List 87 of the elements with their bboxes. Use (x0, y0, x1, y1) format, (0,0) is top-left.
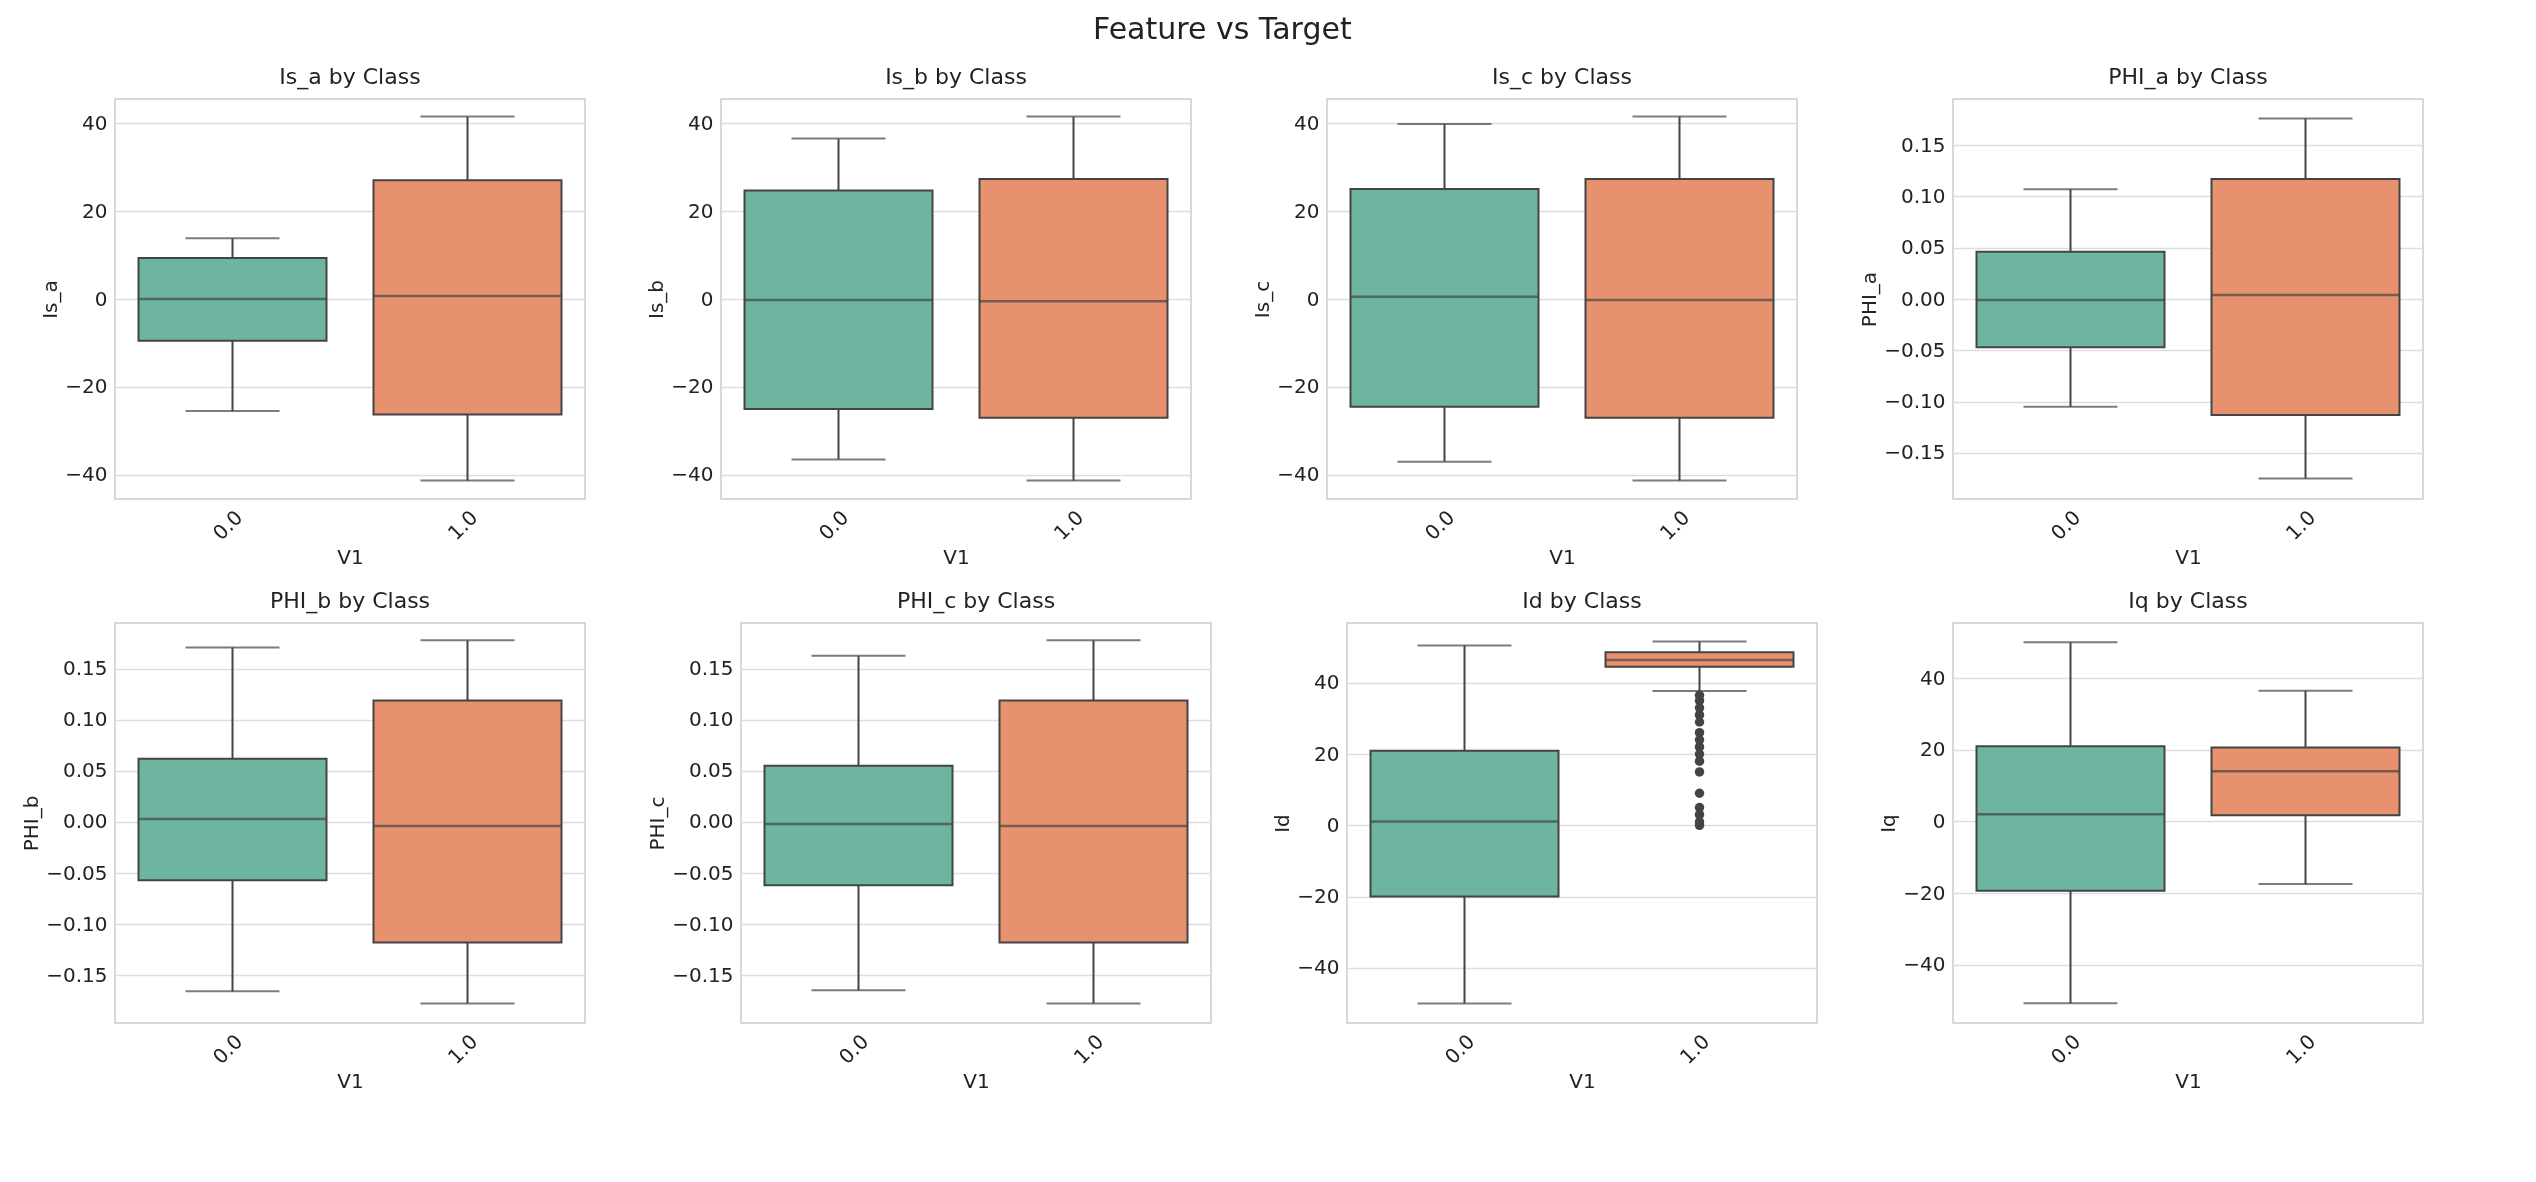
y-tick-label: −40 (65, 462, 108, 487)
y-tick-label: −40 (1277, 462, 1320, 487)
y-tick-label: 0 (1326, 812, 1340, 837)
chart-title: PHI_a by Class (2108, 64, 2268, 90)
y-tick-label: 0 (700, 286, 714, 311)
x-axis-title: V1 (1569, 1069, 1596, 1094)
y-tick-label: −0.10 (46, 911, 108, 936)
y-tick-label: 40 (688, 110, 714, 135)
x-tick-label: 1.0 (1674, 1029, 1715, 1069)
y-tick-label: 0.10 (1900, 183, 1946, 208)
y-tick-label: 40 (1294, 110, 1320, 135)
y-tick-label: 0.00 (688, 809, 734, 834)
x-axis-title: V1 (337, 545, 364, 570)
y-tick-label: −0.05 (1884, 337, 1946, 362)
x-tick-label: 1.0 (2280, 1029, 2321, 1069)
y-tick-label: 20 (1294, 198, 1320, 223)
y-tick-label: 40 (82, 110, 108, 135)
y-tick-label: 0.00 (62, 809, 108, 834)
y-axis-title: Is_c (1250, 280, 1275, 319)
chart-title: PHI_b by Class (269, 588, 431, 614)
x-tick-label: 0.0 (207, 505, 248, 545)
x-tick-label: 1.0 (2280, 505, 2321, 545)
y-tick-label: −20 (65, 374, 108, 399)
y-tick-label: 20 (1920, 737, 1946, 762)
x-axis-title: V1 (963, 1069, 990, 1094)
y-tick-label: 0.10 (62, 707, 108, 732)
y-tick-label: −20 (1903, 880, 1946, 905)
chart-title: Is_b by Class (885, 64, 1027, 90)
y-tick-label: 40 (1314, 670, 1340, 695)
x-axis-title: V1 (1549, 545, 1576, 570)
chart-title: Id by Class (1522, 588, 1642, 613)
y-tick-label: 20 (82, 198, 108, 223)
y-tick-label: −0.15 (672, 962, 734, 987)
y-axis-title: Is_b (644, 279, 669, 320)
x-tick-label: 0.0 (207, 1029, 248, 1069)
x-tick-label: 0.0 (833, 1029, 874, 1069)
y-tick-label: −40 (1297, 955, 1340, 980)
x-tick-label: 0.0 (2045, 505, 2086, 545)
chart-title: Iq by Class (2128, 588, 2248, 613)
x-tick-label: 0.0 (1439, 1029, 1480, 1069)
x-axis-title: V1 (2175, 1069, 2202, 1094)
y-tick-label: −0.05 (46, 860, 108, 885)
y-tick-label: 0.10 (688, 707, 734, 732)
y-tick-label: −0.15 (1884, 440, 1946, 465)
y-tick-label: 0.00 (1900, 286, 1946, 311)
y-tick-label: 0.15 (62, 656, 108, 681)
x-tick-label: 1.0 (1654, 505, 1695, 545)
y-tick-label: 0 (1306, 286, 1320, 311)
chart-title: Is_c by Class (1492, 64, 1632, 90)
x-axis-title: V1 (2175, 545, 2202, 570)
y-axis-title: PHI_c (645, 796, 670, 851)
x-axis-title: V1 (943, 545, 970, 570)
y-tick-label: −40 (671, 462, 714, 487)
y-tick-label: 20 (688, 198, 714, 223)
chart-title: Is_a by Class (279, 64, 421, 90)
y-tick-label: 40 (1920, 665, 1946, 690)
x-tick-label: 1.0 (442, 1029, 483, 1069)
y-tick-label: −40 (1903, 952, 1946, 977)
y-tick-label: 0.15 (688, 656, 734, 681)
y-tick-label: −0.10 (1884, 389, 1946, 414)
y-axis-title: Id (1270, 814, 1295, 833)
chart-title: PHI_c by Class (896, 588, 1056, 614)
x-tick-label: 0.0 (1419, 505, 1460, 545)
y-tick-label: 0.05 (1900, 235, 1946, 260)
x-tick-label: 1.0 (442, 505, 483, 545)
y-tick-label: 0 (1932, 808, 1946, 833)
y-tick-label: 20 (1314, 741, 1340, 766)
y-tick-label: −20 (1277, 374, 1320, 399)
y-tick-label: −20 (1297, 884, 1340, 909)
y-axis-title: Is_a (38, 280, 63, 319)
y-tick-label: −0.05 (672, 860, 734, 885)
y-tick-label: −20 (671, 374, 714, 399)
x-tick-label: 1.0 (1068, 1029, 1109, 1069)
text: Feature vs Target (1093, 11, 1352, 47)
y-tick-label: −0.10 (672, 911, 734, 936)
x-tick-label: 0.0 (813, 505, 854, 545)
x-tick-label: 1.0 (1048, 505, 1089, 545)
x-axis-title: V1 (337, 1069, 364, 1094)
y-axis-title: PHI_a (1857, 271, 1882, 328)
x-tick-label: 0.0 (2045, 1029, 2086, 1069)
y-tick-label: 0 (94, 286, 108, 311)
y-tick-label: 0.05 (688, 758, 734, 783)
y-tick-label: 0.05 (62, 758, 108, 783)
y-tick-label: −0.15 (46, 962, 108, 987)
y-axis-title: PHI_b (19, 795, 44, 852)
y-tick-label: 0.15 (1900, 132, 1946, 157)
y-axis-title: Iq (1876, 814, 1901, 833)
